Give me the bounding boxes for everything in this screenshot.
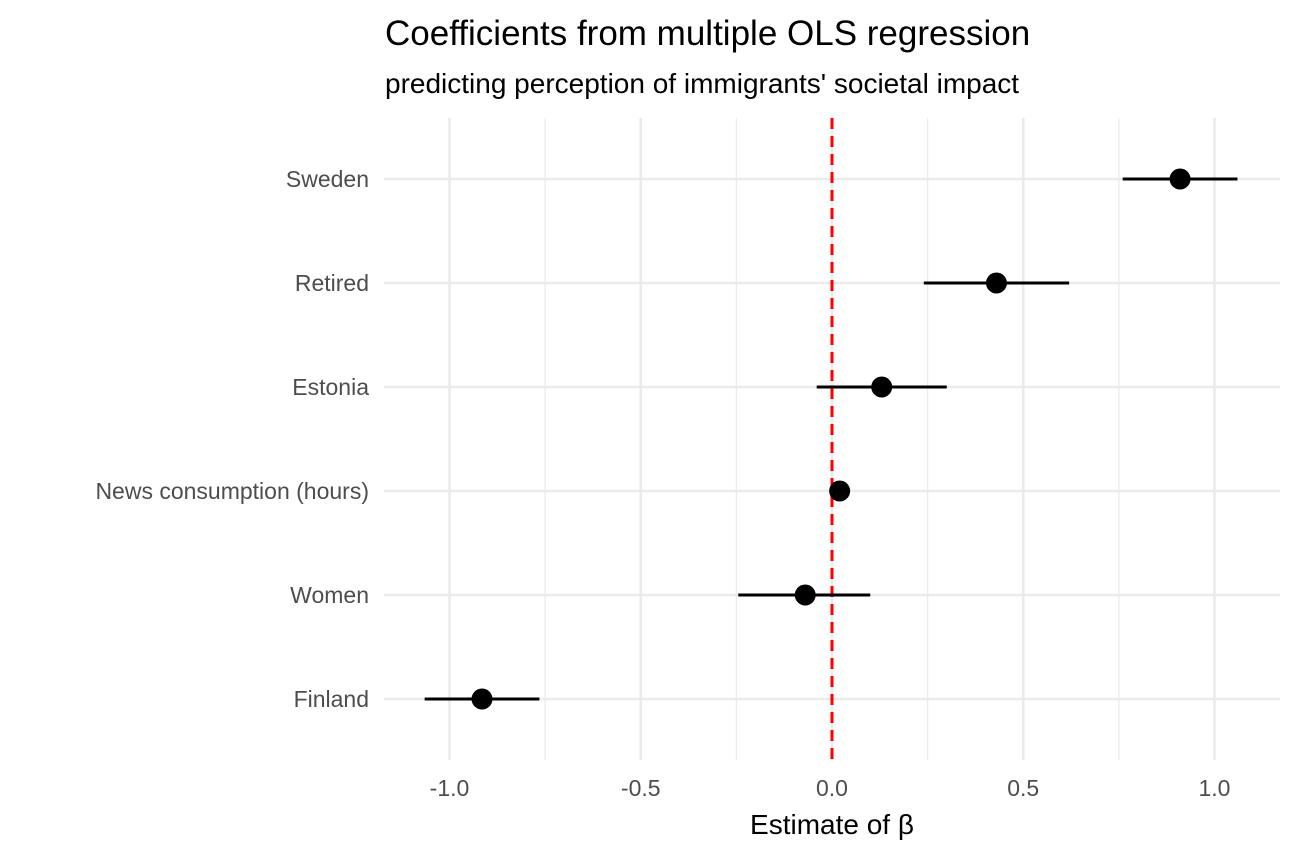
x-tick-label: -0.5: [621, 775, 661, 801]
y-tick-label: Women: [290, 582, 369, 608]
chart-title: Coefficients from multiple OLS regressio…: [385, 14, 1030, 53]
point-estimate: [1169, 168, 1191, 190]
x-tick-label: 0.5: [1007, 775, 1039, 801]
y-tick-label: News consumption (hours): [95, 478, 369, 504]
x-tick-label: 1.0: [1199, 775, 1231, 801]
y-tick-label: Sweden: [286, 166, 369, 192]
x-tick-labels: -1.0 -0.5 0.0 0.5 1.0: [430, 775, 1231, 801]
point-estimate: [829, 480, 851, 502]
x-tick-label: 0.0: [816, 775, 848, 801]
y-tick-label: Retired: [295, 270, 369, 296]
y-tick-labels: Sweden Retired Estonia News consumption (ho…: [95, 166, 369, 712]
point-estimate: [871, 376, 893, 398]
point-estimate: [794, 584, 816, 606]
point-estimate: [471, 688, 493, 710]
y-tick-label: Estonia: [292, 374, 369, 400]
points: [471, 168, 1191, 710]
chart-subtitle: predicting perception of immigrants' soc…: [385, 68, 1019, 99]
x-axis-title: Estimate of β: [750, 809, 914, 840]
point-estimate: [985, 272, 1007, 294]
x-tick-label: -1.0: [430, 775, 470, 801]
y-tick-label: Finland: [294, 686, 369, 712]
